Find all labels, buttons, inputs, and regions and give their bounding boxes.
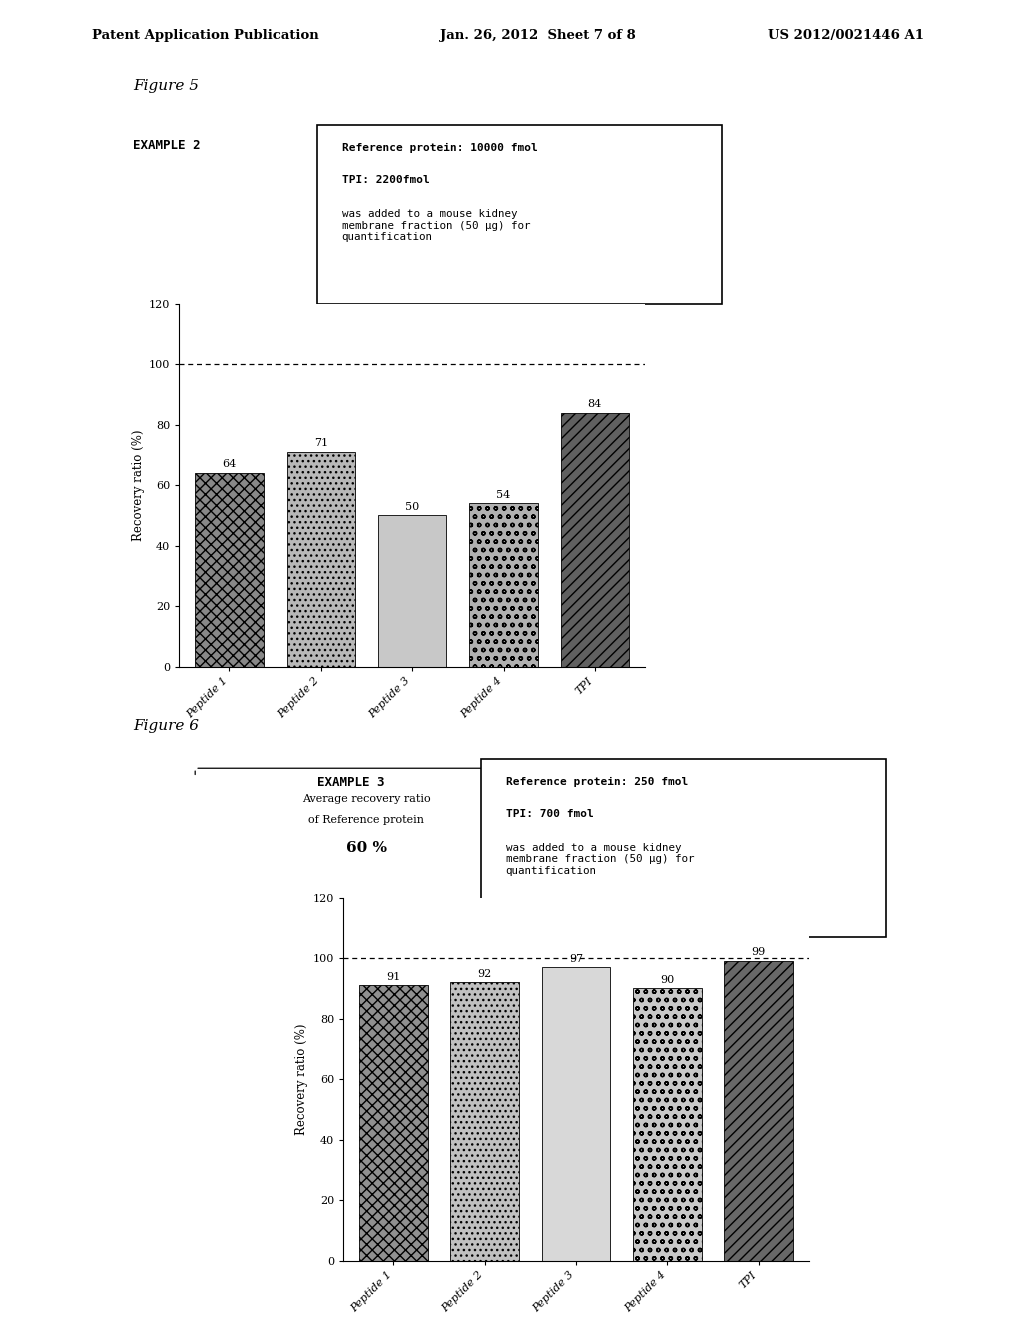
Bar (469, 503, 538, 667)
Text: 99: 99 (752, 948, 766, 957)
Text: 54: 54 (497, 490, 511, 500)
Bar (633, 989, 701, 1261)
Text: EXAMPLE 2: EXAMPLE 2 (133, 139, 201, 152)
Bar (451, 982, 519, 1261)
Text: of Reference protein: of Reference protein (308, 816, 425, 825)
Text: 84: 84 (588, 399, 602, 409)
Text: TPI: 2200fmol: TPI: 2200fmol (342, 176, 429, 185)
Text: 64: 64 (222, 459, 237, 470)
Bar (287, 451, 355, 667)
Text: Patent Application Publication: Patent Application Publication (92, 29, 318, 42)
FancyBboxPatch shape (481, 759, 886, 937)
Text: US 2012/0021446 A1: US 2012/0021446 A1 (768, 29, 924, 42)
Text: EXAMPLE 3: EXAMPLE 3 (317, 776, 385, 789)
Y-axis label: Recovery ratio (%): Recovery ratio (%) (296, 1023, 308, 1135)
Text: TPI: 700 fmol: TPI: 700 fmol (506, 809, 593, 818)
Bar (378, 515, 446, 667)
Text: Average recovery ratio: Average recovery ratio (302, 793, 431, 804)
Text: was added to a mouse kidney
membrane fraction (50 μg) for
quantification: was added to a mouse kidney membrane fra… (506, 842, 694, 876)
Text: Figure 5: Figure 5 (133, 79, 199, 94)
Bar (542, 968, 610, 1261)
Text: 91: 91 (386, 972, 400, 982)
Text: Reference protein: 10000 fmol: Reference protein: 10000 fmol (342, 143, 538, 153)
Bar (560, 412, 629, 667)
Text: 50: 50 (406, 502, 419, 512)
Bar (359, 985, 428, 1261)
Y-axis label: Recovery ratio (%): Recovery ratio (%) (132, 429, 144, 541)
Text: 97: 97 (569, 953, 583, 964)
Text: Figure 6: Figure 6 (133, 719, 199, 734)
Bar (724, 961, 793, 1261)
Text: 92: 92 (477, 969, 492, 978)
Text: was added to a mouse kidney
membrane fraction (50 μg) for
quantification: was added to a mouse kidney membrane fra… (342, 209, 530, 243)
Text: Reference protein: 250 fmol: Reference protein: 250 fmol (506, 776, 688, 787)
Text: 60 %: 60 % (346, 841, 387, 855)
Text: 71: 71 (313, 438, 328, 449)
Text: 90: 90 (660, 974, 675, 985)
Bar (196, 473, 264, 667)
FancyBboxPatch shape (317, 125, 722, 304)
Text: Jan. 26, 2012  Sheet 7 of 8: Jan. 26, 2012 Sheet 7 of 8 (440, 29, 636, 42)
